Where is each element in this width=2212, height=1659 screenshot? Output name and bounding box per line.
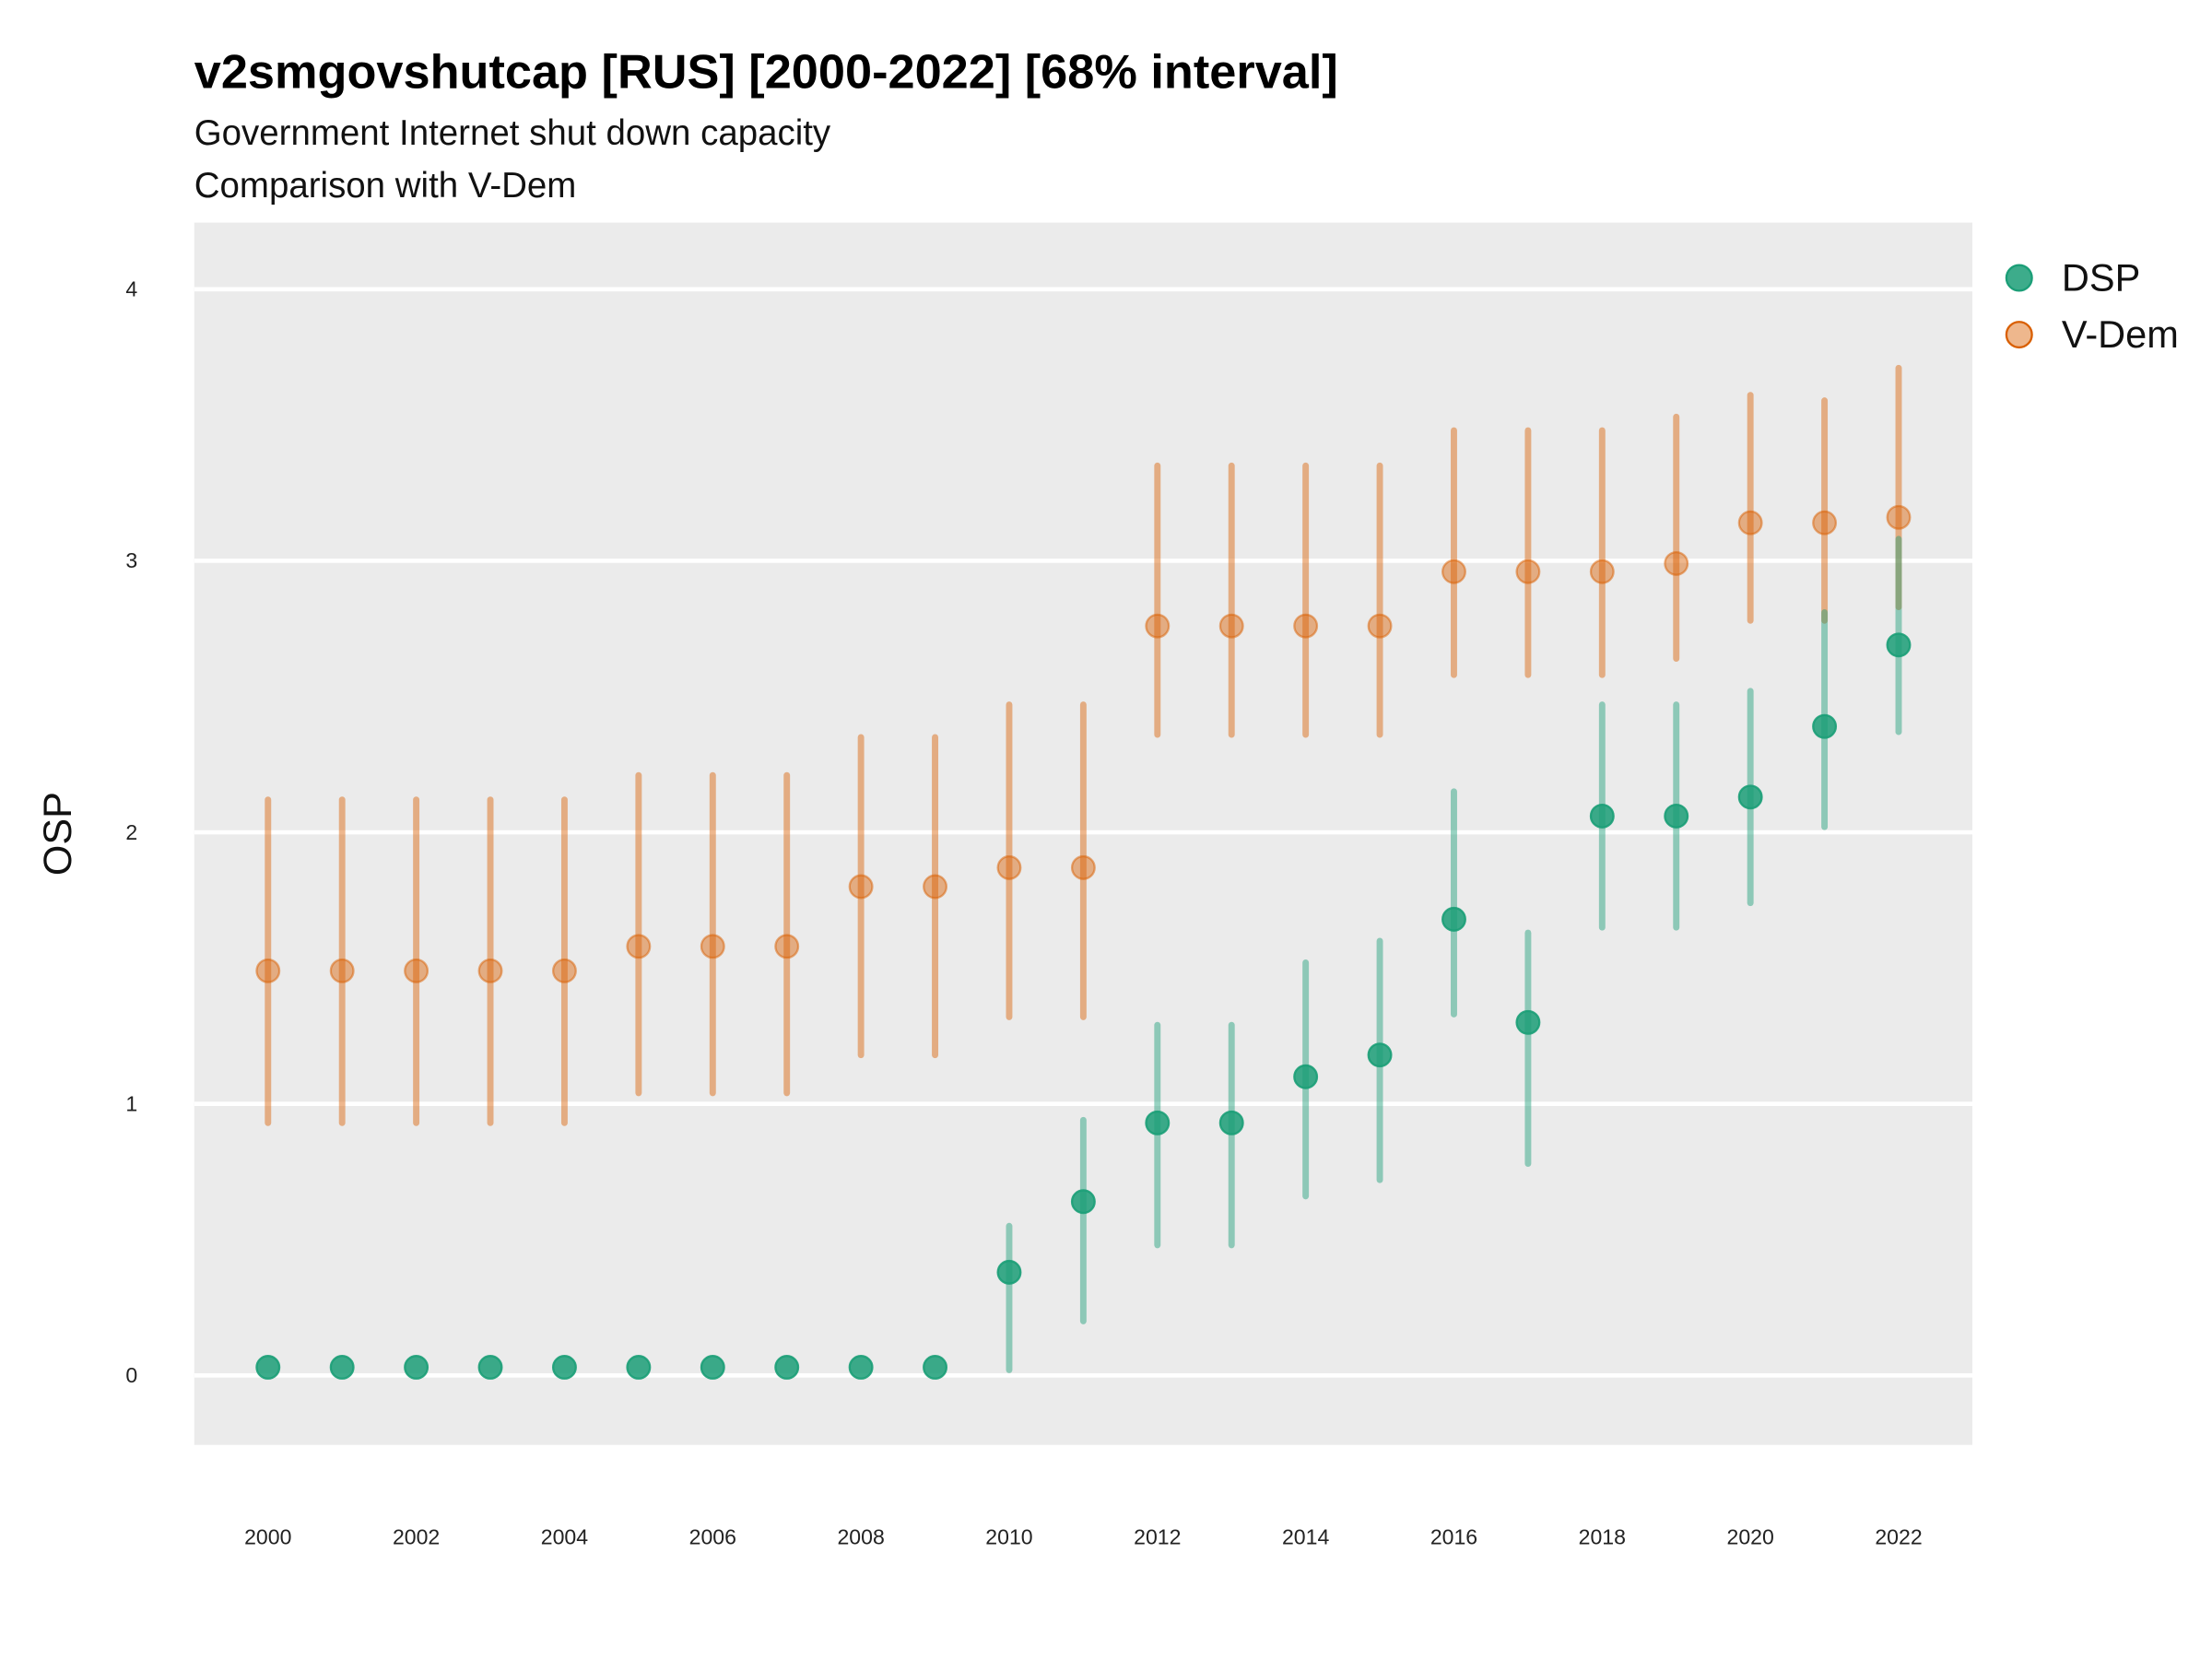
dsp-point <box>1145 1110 1171 1135</box>
y-tick-label: 0 <box>125 1363 137 1387</box>
dsp-point <box>1812 713 1838 739</box>
x-tick-label: 2012 <box>1134 1524 1181 1548</box>
vdem-point <box>1515 559 1541 584</box>
vdem-point <box>1145 613 1171 639</box>
y-tick-label: 3 <box>125 548 137 572</box>
vdem-point <box>1441 559 1466 584</box>
vdem-point <box>774 934 800 959</box>
dsp-point <box>551 1355 577 1380</box>
dsp-point <box>923 1355 948 1380</box>
vdem-point <box>1070 854 1096 880</box>
dsp-point <box>626 1355 652 1380</box>
vdem-point <box>1367 613 1393 639</box>
vdem-point <box>1664 550 1689 576</box>
legend-label-dsp: DSP <box>2062 255 2140 299</box>
dsp-point <box>848 1355 874 1380</box>
vdem-point <box>626 934 652 959</box>
chart-subtitle-2: Comparison with V-Dem <box>194 166 577 206</box>
x-tick-label: 2010 <box>985 1524 1032 1548</box>
y-tick-label: 4 <box>125 277 137 301</box>
vdem-point <box>255 958 281 983</box>
vdem-point <box>700 934 725 959</box>
dsp-point <box>1515 1009 1541 1035</box>
vdem-point <box>1293 613 1319 639</box>
x-tick-label: 2004 <box>541 1524 588 1548</box>
x-tick-label: 2008 <box>837 1524 884 1548</box>
vdem-point <box>923 874 948 900</box>
legend-marker-vdem <box>2005 321 2033 349</box>
dsp-point <box>1293 1064 1319 1089</box>
dsp-point <box>477 1355 503 1380</box>
vdem-point <box>1218 613 1244 639</box>
vdem-point <box>1589 559 1615 584</box>
x-tick-label: 2020 <box>1727 1524 1774 1548</box>
dsp-point <box>1367 1042 1393 1068</box>
dsp-point <box>1441 906 1466 932</box>
legend-marker-dsp <box>2005 264 2033 292</box>
dsp-point <box>1886 632 1912 658</box>
vdem-point <box>551 958 577 983</box>
chart-subtitle: Government Internet shut down capacity <box>194 113 831 153</box>
y-tick-label: 2 <box>125 820 137 844</box>
x-tick-label: 2018 <box>1579 1524 1626 1548</box>
dsp-point <box>1070 1189 1096 1215</box>
x-tick-label: 2022 <box>1875 1524 1922 1548</box>
vdem-point <box>477 958 503 983</box>
dsp-point <box>1664 803 1689 829</box>
dsp-point <box>1589 803 1615 829</box>
vdem-point <box>848 874 874 900</box>
dsp-point <box>1218 1110 1244 1135</box>
dsp-point <box>774 1355 800 1380</box>
vdem-point <box>329 958 355 983</box>
vdem-point <box>1886 504 1912 530</box>
vdem-point <box>1812 510 1838 535</box>
dsp-point <box>700 1355 725 1380</box>
dsp-point <box>404 1355 429 1380</box>
vdem-point <box>1737 510 1763 535</box>
chart-title: v2smgovshutcap [RUS] [2000-2022] [68% in… <box>194 45 1338 99</box>
dsp-point <box>255 1355 281 1380</box>
x-tick-label: 2000 <box>244 1524 291 1548</box>
x-tick-label: 2006 <box>689 1524 736 1548</box>
y-tick-label: 1 <box>125 1091 137 1115</box>
dsp-point <box>1737 784 1763 810</box>
y-axis-label: OSP <box>36 792 80 876</box>
vdem-point <box>404 958 429 983</box>
x-tick-label: 2014 <box>1282 1524 1329 1548</box>
dsp-point <box>996 1259 1022 1285</box>
x-tick-label: 2002 <box>393 1524 440 1548</box>
legend: DSP V-Dem <box>2005 255 2179 356</box>
dsp-point <box>329 1355 355 1380</box>
vdem-point <box>996 854 1022 880</box>
x-tick-label: 2016 <box>1430 1524 1477 1548</box>
legend-label-vdem: V-Dem <box>2062 312 2179 356</box>
